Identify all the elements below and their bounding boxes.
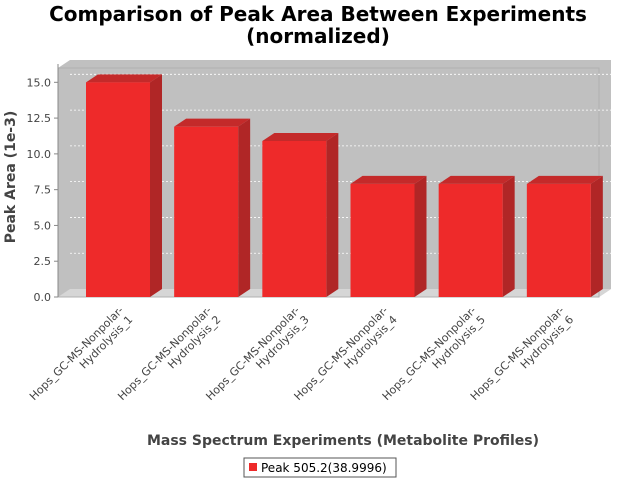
bar-top [262, 132, 339, 141]
legend-label: Peak 505.2(38.9996) [261, 461, 387, 475]
bar-top [526, 175, 603, 184]
bar-side [502, 175, 515, 297]
bar-top [438, 175, 515, 184]
bar-front [86, 82, 150, 297]
legend: Peak 505.2(38.9996) [243, 457, 397, 478]
y-tick-label: 12.5 [27, 112, 52, 125]
bar-side [414, 175, 427, 297]
y-axis: 0.0 2.5 5.0 7.5 10.0 12.5 15.0 [27, 64, 611, 304]
bar-front [438, 183, 503, 297]
bar-side [238, 118, 251, 298]
bar [86, 74, 162, 297]
y-axis-label: Peak Area (1e-3) [3, 111, 19, 244]
bar-side [326, 132, 339, 297]
x-tick-label-line: Hops_GC-MS-Nonpolar- [27, 304, 126, 403]
bar-front [262, 140, 327, 297]
x-axis-label: Mass Spectrum Experiments (Metabolite Pr… [147, 433, 539, 449]
bar-top [86, 74, 162, 83]
bar [262, 132, 339, 297]
bar [174, 118, 251, 298]
bar-side [150, 74, 162, 297]
bar-front [350, 183, 415, 297]
bars [86, 74, 603, 298]
bar-top [174, 118, 251, 127]
bar-front [174, 126, 239, 298]
y-tick-label: 0.0 [34, 291, 52, 304]
bar-side [590, 175, 603, 297]
y-tick-label: 2.5 [34, 255, 52, 268]
bar [350, 175, 427, 297]
y-tick-label: 10.0 [27, 148, 52, 161]
chart-subtitle: (normalized) [246, 24, 390, 48]
legend-box [243, 457, 397, 478]
y-tick-label: 5.0 [34, 219, 52, 232]
bar-front [526, 183, 591, 297]
y-tick-label: 7.5 [34, 184, 52, 197]
bar-top [350, 175, 427, 184]
chart-title: Comparison of Peak Area Between Experime… [49, 2, 587, 26]
legend-swatch [249, 463, 257, 471]
y-tick-label: 15.0 [27, 76, 52, 89]
x-axis: Hops_GC-MS-Nonpolar-Hydrolysis_1Hops_GC-… [27, 304, 576, 403]
bar [438, 175, 515, 297]
bar [526, 175, 603, 297]
